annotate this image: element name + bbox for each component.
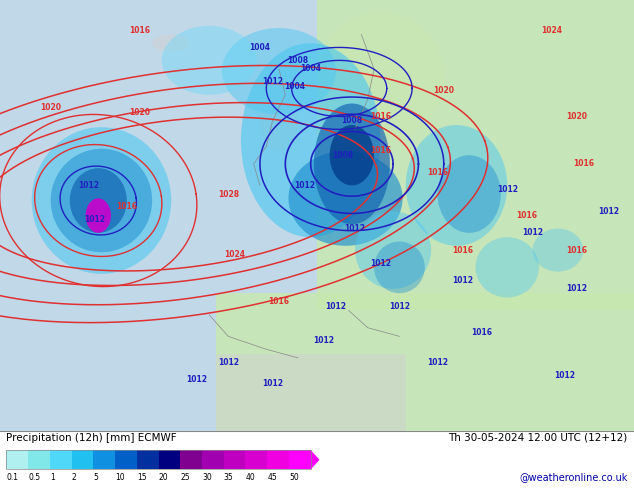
Text: 1012: 1012 [522, 228, 543, 237]
Text: 1016: 1016 [427, 168, 448, 177]
Text: 1012: 1012 [496, 185, 518, 194]
Text: 20: 20 [158, 473, 168, 482]
Text: 1020: 1020 [566, 112, 588, 121]
Text: 1012: 1012 [186, 375, 207, 384]
Ellipse shape [241, 43, 380, 237]
Text: 1016: 1016 [515, 211, 537, 220]
Ellipse shape [51, 149, 152, 252]
Bar [6, 450, 311, 469]
Text: 1008: 1008 [287, 56, 309, 65]
Bar [180, 450, 202, 469]
Text: 1012: 1012 [452, 276, 474, 285]
Text: 2: 2 [72, 473, 76, 482]
Text: Th 30-05-2024 12.00 UTC (12+12): Th 30-05-2024 12.00 UTC (12+12) [448, 433, 628, 443]
Text: 1020: 1020 [129, 108, 150, 117]
Bar [28, 450, 50, 469]
Text: 45: 45 [267, 473, 277, 482]
Bar [245, 450, 267, 469]
Polygon shape [311, 450, 320, 469]
Text: 1024: 1024 [541, 25, 562, 35]
Ellipse shape [32, 127, 171, 274]
Bar [158, 450, 180, 469]
Text: 1012: 1012 [262, 77, 283, 86]
Text: 1004: 1004 [284, 82, 306, 91]
Ellipse shape [288, 151, 403, 246]
Ellipse shape [86, 198, 111, 233]
Ellipse shape [406, 125, 507, 246]
Text: 1012: 1012 [78, 181, 100, 190]
Text: 1008: 1008 [332, 151, 353, 160]
Text: 50: 50 [289, 473, 299, 482]
Ellipse shape [152, 34, 190, 52]
Text: 1012: 1012 [325, 302, 347, 311]
Text: 0.1: 0.1 [6, 473, 18, 482]
Bar [216, 354, 406, 431]
Text: 30: 30 [202, 473, 212, 482]
Text: 1020: 1020 [40, 103, 61, 112]
Bar [202, 450, 224, 469]
Ellipse shape [314, 103, 390, 224]
Text: 1016: 1016 [370, 112, 391, 121]
Text: 1016: 1016 [370, 147, 391, 155]
Text: 1028: 1028 [217, 190, 239, 198]
Bar [6, 450, 28, 469]
Text: 1012: 1012 [262, 379, 283, 388]
Text: 1: 1 [50, 473, 55, 482]
Bar [224, 450, 245, 469]
Text: 1008: 1008 [341, 116, 363, 125]
Text: 1012: 1012 [427, 358, 448, 367]
Bar [137, 450, 158, 469]
Text: Precipitation (12h) [mm] ECMWF: Precipitation (12h) [mm] ECMWF [6, 433, 177, 443]
Text: 1012: 1012 [598, 207, 619, 216]
Bar [115, 450, 137, 469]
Text: 1012: 1012 [344, 224, 366, 233]
Text: 5: 5 [93, 473, 98, 482]
Ellipse shape [330, 125, 374, 185]
Text: 1024: 1024 [224, 250, 245, 259]
Ellipse shape [70, 168, 127, 233]
Ellipse shape [317, 13, 444, 142]
Text: 1012: 1012 [566, 284, 588, 294]
Bar [216, 293, 634, 431]
Text: 1016: 1016 [116, 202, 138, 212]
Text: 1012: 1012 [313, 336, 334, 345]
Text: 0.5: 0.5 [28, 473, 40, 482]
Ellipse shape [355, 211, 431, 289]
Text: 1016: 1016 [268, 297, 290, 306]
Ellipse shape [162, 26, 257, 95]
Bar [289, 450, 311, 469]
Ellipse shape [533, 228, 583, 271]
Ellipse shape [476, 237, 539, 297]
Bar [317, 0, 634, 311]
Text: 1016: 1016 [471, 327, 493, 337]
Ellipse shape [222, 28, 336, 114]
Text: 1016: 1016 [129, 25, 150, 35]
Bar [267, 450, 289, 469]
Text: 1016: 1016 [573, 159, 594, 169]
Text: 1012: 1012 [217, 358, 239, 367]
Ellipse shape [374, 242, 425, 293]
Text: 1012: 1012 [553, 370, 575, 380]
Text: 1004: 1004 [300, 65, 321, 74]
Bar [93, 450, 115, 469]
Text: @weatheronline.co.uk: @weatheronline.co.uk [519, 472, 628, 482]
Text: 1020: 1020 [433, 86, 455, 95]
Text: 1012: 1012 [294, 181, 315, 190]
Text: 10: 10 [115, 473, 125, 482]
Bar [50, 450, 72, 469]
Text: 1012: 1012 [84, 216, 106, 224]
Ellipse shape [437, 155, 501, 233]
Text: 15: 15 [137, 473, 146, 482]
Text: 1016: 1016 [452, 245, 474, 255]
Text: 1016: 1016 [566, 245, 588, 255]
Text: 40: 40 [245, 473, 256, 482]
Text: 35: 35 [224, 473, 233, 482]
Ellipse shape [260, 91, 298, 151]
Text: 1004: 1004 [249, 43, 271, 52]
Text: 1012: 1012 [370, 259, 391, 268]
Text: 1012: 1012 [389, 302, 410, 311]
Text: 25: 25 [180, 473, 190, 482]
Bar [72, 450, 93, 469]
